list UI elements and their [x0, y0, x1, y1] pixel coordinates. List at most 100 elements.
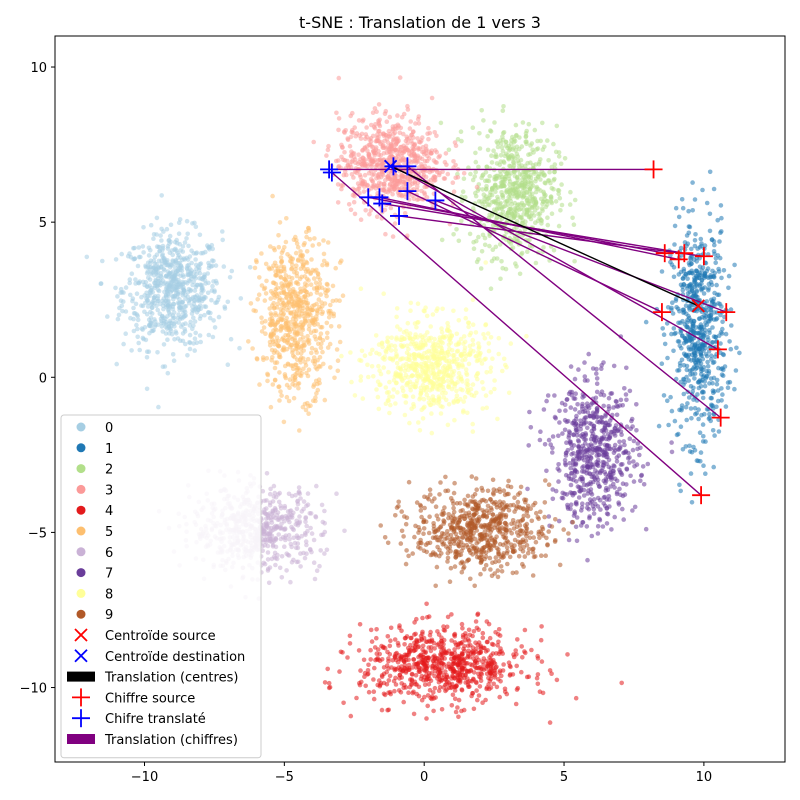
point-cluster-4 — [384, 682, 390, 687]
point-cluster-2 — [541, 245, 546, 250]
point-cluster-4 — [535, 672, 541, 677]
point-cluster-1 — [702, 243, 708, 248]
point-cluster-0 — [127, 277, 133, 282]
point-cluster-2 — [533, 260, 539, 266]
point-cluster-2 — [532, 127, 538, 133]
point-cluster-6 — [275, 517, 281, 522]
point-cluster-2 — [498, 276, 503, 282]
point-cluster-4 — [404, 634, 410, 639]
point-cluster-2 — [536, 171, 542, 177]
point-cluster-5 — [298, 249, 303, 254]
point-cluster-5 — [307, 236, 313, 242]
point-cluster-2 — [492, 120, 497, 125]
point-cluster-3 — [364, 125, 369, 130]
point-cluster-2 — [500, 108, 506, 113]
point-cluster-0 — [147, 322, 152, 328]
point-cluster-5 — [286, 300, 291, 306]
point-cluster-1 — [725, 385, 731, 391]
point-cluster-2 — [512, 190, 518, 196]
point-cluster-2 — [470, 125, 476, 130]
point-cluster-0 — [135, 263, 141, 269]
point-cluster-4 — [484, 686, 489, 692]
point-cluster-3 — [401, 131, 406, 137]
point-cluster-2 — [502, 203, 508, 209]
point-cluster-4 — [390, 658, 396, 663]
point-cluster-5 — [288, 293, 293, 299]
point-cluster-7 — [598, 441, 603, 447]
point-cluster-0 — [197, 232, 203, 238]
point-cluster-5 — [310, 243, 316, 248]
point-cluster-4 — [371, 677, 376, 682]
point-cluster-4 — [424, 601, 429, 607]
point-cluster-0 — [156, 404, 161, 410]
point-cluster-5 — [305, 292, 311, 298]
point-cluster-5 — [305, 356, 311, 362]
point-cluster-0 — [136, 340, 141, 346]
point-cluster-1 — [680, 205, 686, 211]
point-cluster-1 — [671, 265, 677, 270]
point-cluster-6 — [267, 502, 273, 508]
point-cluster-0 — [173, 281, 179, 287]
point-cluster-0 — [192, 220, 197, 226]
point-cluster-1 — [669, 305, 674, 311]
point-cluster-0 — [133, 301, 139, 307]
point-cluster-2 — [535, 218, 541, 224]
point-cluster-5 — [272, 377, 278, 383]
point-cluster-1 — [695, 458, 701, 464]
point-cluster-0 — [177, 305, 182, 311]
point-cluster-1 — [686, 315, 692, 321]
point-cluster-0 — [166, 325, 171, 331]
point-cluster-0 — [175, 291, 180, 296]
point-cluster-0 — [222, 306, 228, 311]
point-cluster-2 — [502, 176, 508, 182]
cluster-7 — [525, 334, 675, 563]
point-cluster-2 — [567, 202, 573, 207]
point-cluster-4 — [368, 627, 374, 633]
point-cluster-4 — [535, 653, 540, 659]
point-cluster-0 — [178, 264, 184, 269]
point-cluster-0 — [181, 311, 186, 316]
point-cluster-0 — [182, 288, 187, 293]
point-cluster-0 — [120, 308, 125, 314]
point-cluster-4 — [453, 709, 459, 715]
point-cluster-5 — [300, 404, 306, 410]
point-cluster-5 — [294, 238, 299, 243]
point-cluster-2 — [551, 141, 556, 147]
point-cluster-4 — [409, 678, 415, 683]
point-cluster-1 — [675, 339, 681, 344]
point-cluster-1 — [699, 277, 705, 283]
point-cluster-5 — [308, 330, 314, 336]
point-cluster-7 — [669, 440, 674, 445]
point-cluster-2 — [460, 189, 466, 194]
point-cluster-1 — [702, 272, 707, 277]
point-cluster-6 — [282, 519, 287, 524]
point-cluster-5 — [267, 343, 273, 348]
point-cluster-3 — [359, 178, 364, 183]
point-cluster-4 — [416, 644, 422, 649]
point-cluster-1 — [719, 398, 724, 403]
point-cluster-5 — [302, 288, 308, 294]
point-cluster-0 — [210, 283, 215, 289]
point-cluster-3 — [411, 135, 416, 140]
point-cluster-3 — [410, 129, 416, 135]
point-cluster-0 — [170, 259, 176, 264]
point-cluster-1 — [683, 404, 689, 410]
point-cluster-0 — [165, 370, 171, 376]
point-cluster-6 — [334, 491, 339, 497]
point-cluster-4 — [424, 667, 429, 672]
point-cluster-5 — [324, 335, 330, 341]
point-cluster-0 — [146, 317, 152, 323]
point-cluster-1 — [660, 326, 665, 331]
point-cluster-4 — [468, 643, 473, 648]
point-cluster-5 — [278, 310, 284, 316]
point-cluster-1 — [683, 353, 688, 358]
point-cluster-0 — [198, 306, 203, 312]
point-cluster-1 — [680, 287, 686, 293]
point-cluster-3 — [364, 144, 370, 149]
point-cluster-1 — [689, 416, 694, 421]
point-cluster-2 — [545, 138, 550, 143]
point-cluster-3 — [436, 172, 442, 178]
point-cluster-0 — [151, 328, 156, 333]
point-cluster-5 — [303, 297, 309, 303]
point-cluster-3 — [340, 145, 345, 150]
